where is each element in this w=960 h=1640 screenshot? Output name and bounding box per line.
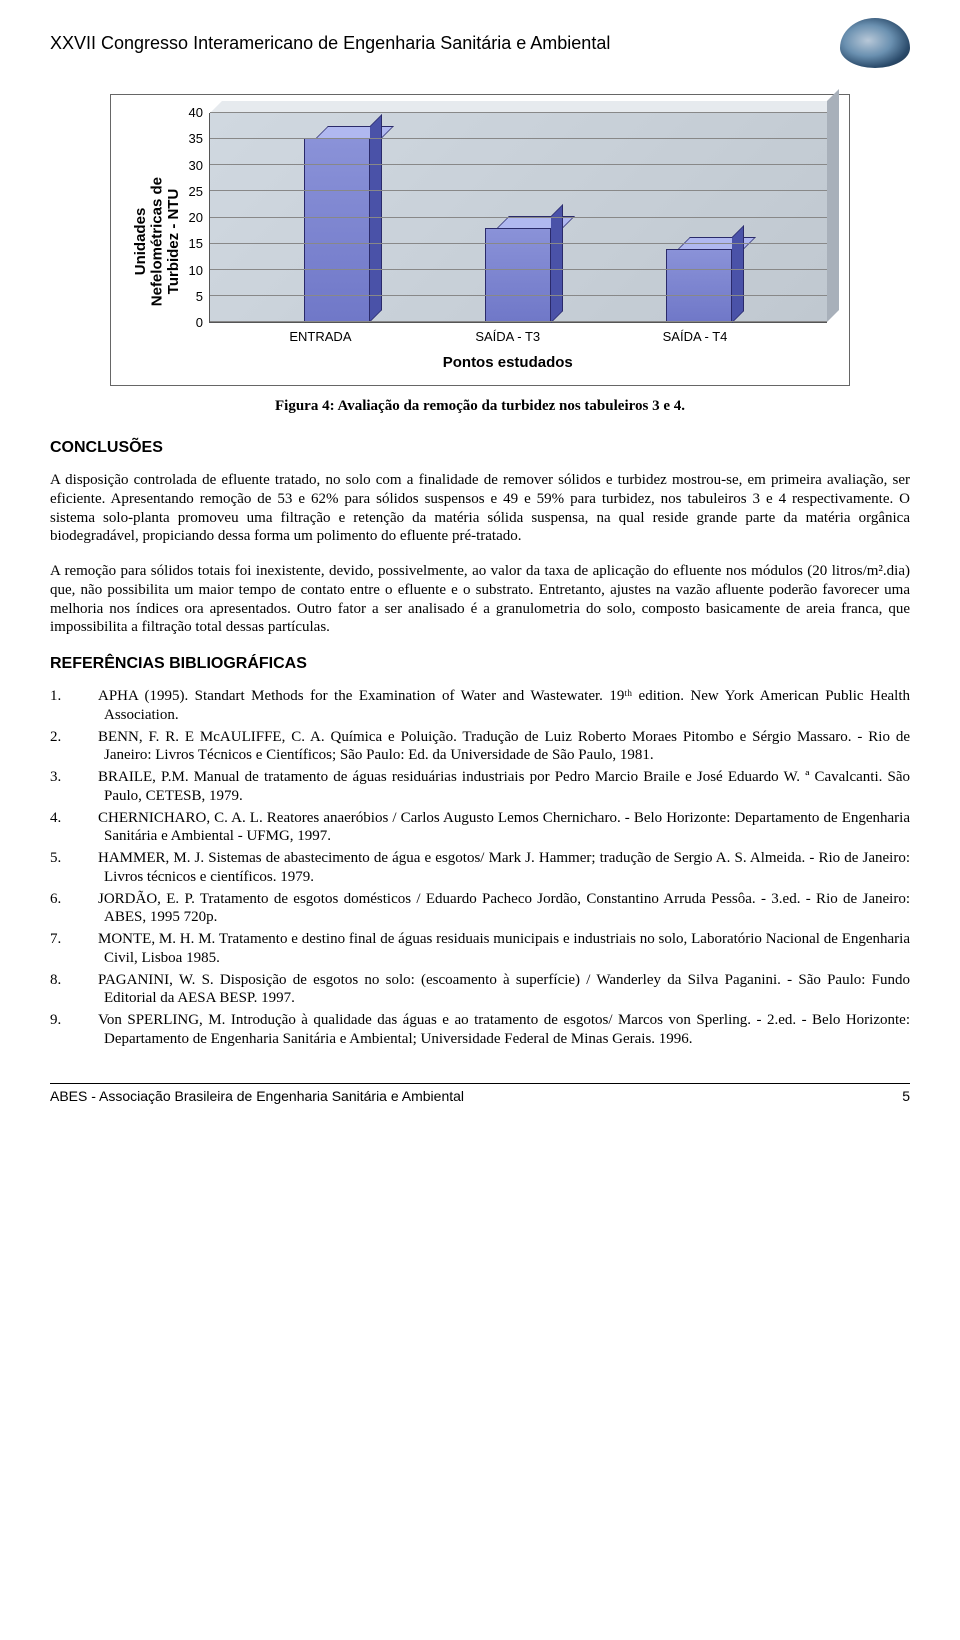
y-axis-label-wrap: Unidades Nefelométricas de Turbidez - NT… — [133, 113, 189, 371]
ylabel-line: Nefelométricas de — [149, 177, 166, 306]
gridline — [210, 217, 827, 218]
figure-caption: Figura 4: Avaliação da remoção da turbid… — [50, 398, 910, 415]
x-axis-title: Pontos estudados — [189, 344, 828, 371]
conclusoes-p1: A disposição controlada de efluente trat… — [50, 471, 910, 546]
xtick-label: SAÍDA - T4 — [640, 329, 750, 344]
xtick-label: ENTRADA — [265, 329, 375, 344]
section-refs-title: REFERÊNCIAS BIBLIOGRÁFICAS — [50, 655, 910, 673]
chart-plot: 4035302520151050 ENTRADA SAÍDA - T3 SAÍDA … — [189, 113, 828, 371]
y-axis-label: Unidades Nefelométricas de Turbidez - NT… — [133, 177, 183, 306]
section-conclusoes-title: CONCLUSÕES — [50, 439, 910, 457]
xtick-label: SAÍDA - T3 — [453, 329, 563, 344]
chart-frame: Unidades Nefelométricas de Turbidez - NT… — [110, 94, 850, 386]
chart-inner: Unidades Nefelométricas de Turbidez - NT… — [133, 113, 827, 371]
reference-item: MONTE, M. H. M. Tratamento e destino fin… — [50, 930, 910, 968]
header-title: XXVII Congresso Interamericano de Engenh… — [50, 33, 610, 54]
chart-container: 4035302520151050 — [189, 113, 828, 323]
gridline — [210, 164, 827, 165]
gridline — [210, 138, 827, 139]
gridline — [210, 321, 827, 322]
gridline — [210, 243, 827, 244]
footer-org: ABES - Associação Brasileira de Engenhar… — [50, 1088, 464, 1104]
ylabel-line: Turbidez - NTU — [165, 189, 182, 295]
x-axis-labels: ENTRADA SAÍDA - T3 SAÍDA - T4 — [189, 323, 828, 344]
y-axis-ticks: 4035302520151050 — [189, 113, 209, 323]
reference-item: CHERNICHARO, C. A. L. Reatores anaeróbio… — [50, 809, 910, 847]
ylabel-line: Unidades — [132, 208, 149, 276]
bar — [666, 249, 732, 323]
gridline — [210, 269, 827, 270]
gridline — [210, 295, 827, 296]
conclusoes-p2: A remoção para sólidos totais foi inexis… — [50, 562, 910, 637]
org-logo-icon — [840, 18, 910, 68]
references-list: APHA (1995). Standart Methods for the Ex… — [50, 687, 910, 1049]
gridline — [210, 112, 827, 113]
gridline — [210, 190, 827, 191]
reference-item: BENN, F. R. E McAULIFFE, C. A. Química e… — [50, 728, 910, 766]
footer-page-number: 5 — [902, 1088, 910, 1104]
chart-body — [209, 113, 827, 323]
reference-item: Von SPERLING, M. Introdução à qualidade … — [50, 1011, 910, 1049]
page-footer: ABES - Associação Brasileira de Engenhar… — [50, 1083, 910, 1104]
reference-item: BRAILE, P.M. Manual de tratamento de águ… — [50, 768, 910, 806]
reference-item: PAGANINI, W. S. Disposição de esgotos no… — [50, 971, 910, 1009]
reference-item: HAMMER, M. J. Sistemas de abastecimento … — [50, 849, 910, 887]
page-header: XXVII Congresso Interamericano de Engenh… — [50, 0, 910, 74]
reference-item: APHA (1995). Standart Methods for the Ex… — [50, 687, 910, 725]
reference-item: JORDÃO, E. P. Tratamento de esgotos domé… — [50, 890, 910, 928]
chart-3d-side — [827, 89, 839, 322]
bars-layer — [210, 113, 827, 322]
